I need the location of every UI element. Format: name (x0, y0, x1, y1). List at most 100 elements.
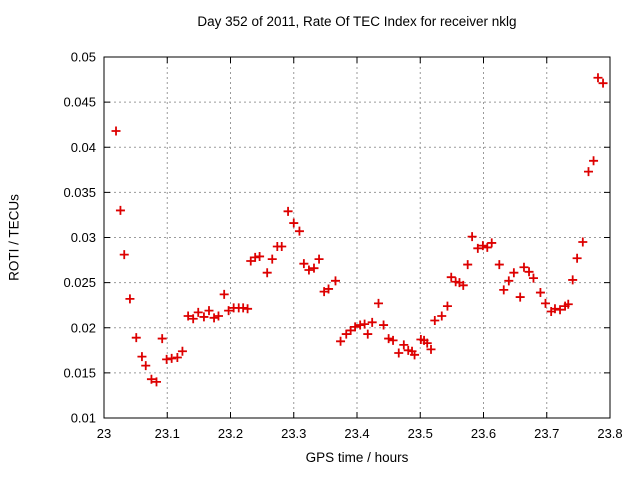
data-point (388, 335, 398, 345)
data-point (563, 299, 573, 309)
data-point (125, 294, 135, 304)
data-point (213, 311, 223, 321)
data-point (250, 252, 260, 262)
data-point (519, 262, 529, 272)
y-tick-label: 0.03 (71, 230, 96, 245)
y-tick-label: 0.05 (71, 50, 96, 65)
chart-title: Day 352 of 2011, Rate Of TEC Index for r… (197, 14, 517, 29)
data-point (540, 298, 550, 308)
y-tick-label: 0.01 (71, 411, 96, 426)
data-point (350, 322, 360, 332)
data-point (243, 304, 253, 314)
data-point (487, 238, 497, 248)
data-point (283, 206, 293, 216)
data-point (467, 232, 477, 242)
data-point (463, 260, 473, 270)
x-tick-label: 23.3 (281, 426, 306, 441)
data-point (598, 78, 608, 88)
data-point (267, 254, 277, 264)
data-point (399, 340, 409, 350)
y-tick-label: 0.035 (63, 185, 96, 200)
data-point (162, 354, 172, 364)
data-point (111, 126, 121, 136)
data-point (255, 251, 265, 261)
data-point (524, 267, 534, 277)
data-point (458, 280, 468, 290)
x-tick-label: 23.6 (471, 426, 496, 441)
x-tick-label: 23.7 (534, 426, 559, 441)
x-tick-label: 23 (97, 426, 111, 441)
data-point (384, 334, 394, 344)
data-point (515, 292, 525, 302)
data-point (188, 314, 198, 324)
data-point (262, 268, 272, 278)
x-tick-label: 23.8 (597, 426, 622, 441)
data-point (363, 329, 373, 339)
data-point (568, 275, 578, 285)
x-tick-label: 23.4 (344, 426, 369, 441)
data-point (137, 352, 147, 362)
data-point (204, 306, 214, 316)
data-point (379, 320, 389, 330)
data-point (509, 268, 519, 278)
data-point (141, 361, 151, 371)
data-point (151, 377, 161, 387)
data-point (360, 319, 370, 329)
data-point (224, 306, 234, 316)
y-axis-title: ROTI / TECUs (6, 194, 22, 281)
data-point (426, 344, 436, 354)
data-point (504, 276, 514, 286)
data-point (528, 273, 538, 283)
data-point (593, 73, 603, 83)
data-point (177, 346, 187, 356)
data-point (289, 218, 299, 228)
data-point (336, 336, 346, 346)
data-point (330, 276, 340, 286)
data-point (494, 260, 504, 270)
data-point (499, 285, 509, 295)
data-point (146, 374, 156, 384)
data-point (550, 304, 560, 314)
y-tick-label: 0.02 (71, 320, 96, 335)
data-point (304, 265, 314, 275)
data-point (314, 254, 324, 264)
data-point (410, 350, 420, 360)
data-point (437, 311, 447, 321)
x-axis-title: GPS time / hours (305, 450, 409, 465)
data-point (446, 272, 456, 282)
data-point (167, 353, 177, 363)
data-point (324, 284, 334, 294)
data-point (583, 167, 593, 177)
data-point (115, 205, 125, 215)
data-point (309, 263, 319, 273)
data-point (299, 259, 309, 269)
data-point (555, 305, 565, 315)
data-point (367, 317, 377, 327)
y-tick-label: 0.045 (63, 95, 96, 110)
data-point (374, 298, 384, 308)
data-point (473, 243, 483, 253)
data-point (172, 353, 182, 363)
y-tick-label: 0.015 (63, 365, 96, 380)
x-tick-label: 23.5 (408, 426, 433, 441)
data-point (238, 303, 248, 313)
data-point (422, 338, 432, 348)
data-point (199, 312, 209, 322)
data-point (294, 226, 304, 236)
data-point (535, 288, 545, 298)
data-point (430, 316, 440, 326)
data-point (578, 237, 588, 247)
data-point (119, 250, 129, 260)
data-point (209, 313, 219, 323)
data-point (131, 333, 141, 343)
data-point (478, 241, 488, 251)
data-point (572, 253, 582, 263)
data-point (355, 320, 365, 330)
x-tick-label: 23.2 (218, 426, 243, 441)
data-point (394, 348, 404, 358)
data-point (442, 301, 452, 311)
data-point (482, 242, 492, 252)
x-tick-label: 23.1 (155, 426, 180, 441)
